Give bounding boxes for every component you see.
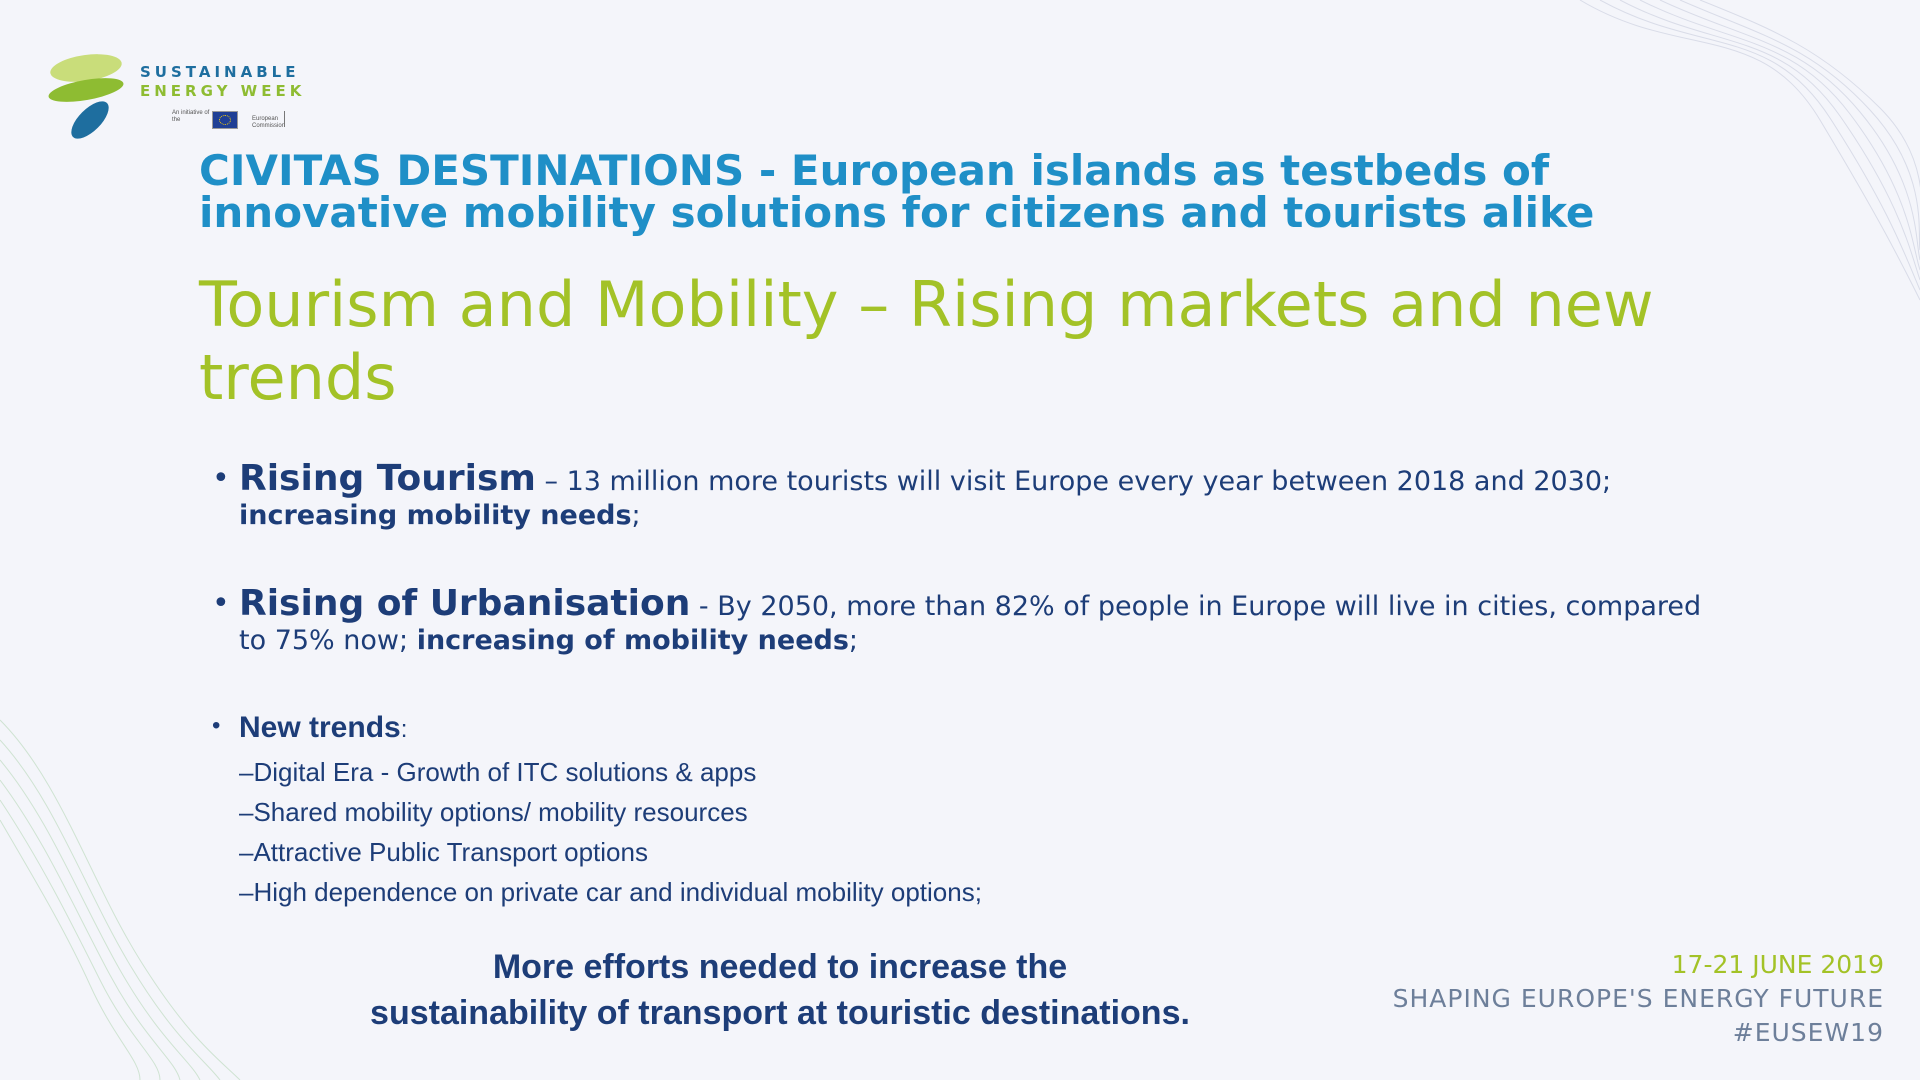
conclusion-line-2: sustainability of transport at touristic…	[370, 994, 1190, 1032]
event-hashtag: #EUSEW19	[1732, 1018, 1884, 1047]
conclusion-statement: More efforts needed to increase the sust…	[290, 944, 1270, 1036]
logo-line-2: ENERGY WEEK	[140, 82, 306, 100]
subtitle-line-2: trends	[199, 341, 397, 414]
logo-wordmark: SUSTAINABLE ENERGY WEEK	[140, 63, 305, 101]
bullet-heading: Rising of Urbanisation	[239, 583, 691, 624]
slide-subtitle: Tourism and Mobility – Rising markets an…	[199, 268, 1759, 414]
bullet-heading: Rising Tourism	[239, 458, 536, 499]
bullet-new-trends: • New trends: –Digital Era - Growth of I…	[212, 710, 1732, 912]
event-date: 17-21 JUNE 2019	[1671, 950, 1884, 979]
bullet-tail: ;	[631, 500, 641, 531]
trends-colon: :	[400, 716, 408, 743]
trends-sublist: –Digital Era - Growth of ITC solutions &…	[239, 752, 1732, 912]
eu-flag-icon	[212, 111, 238, 129]
trend-item: –High dependence on private car and indi…	[239, 877, 982, 907]
bullet-rising-urbanisation: • Rising of Urbanisation - By 2050, more…	[212, 586, 1732, 658]
bullet-body: - By 2050, more than 82% of people in Eu…	[239, 591, 1702, 656]
bullet-strong: increasing mobility needs	[239, 500, 632, 531]
bullet-tail: ;	[848, 625, 859, 656]
commission-label: European Commission	[252, 116, 286, 129]
bullet-rising-tourism: • Rising Tourism – 13 million more touri…	[212, 461, 1732, 533]
trend-item: –Attractive Public Transport options	[239, 837, 648, 867]
subtitle-line-1: Tourism and Mobility – Rising markets an…	[199, 268, 1654, 341]
bullet-strong: increasing of mobility needs	[416, 625, 849, 656]
event-footer: 17-21 JUNE 2019 SHAPING EUROPE'S ENERGY …	[1393, 948, 1884, 1050]
event-slogan: SHAPING EUROPE'S ENERGY FUTURE	[1392, 984, 1884, 1013]
trend-item: –Shared mobility options/ mobility resou…	[239, 797, 748, 827]
header-line-2: innovative mobility solutions for citize…	[199, 188, 1595, 237]
bullet-body: – 13 million more tourists will visit Eu…	[535, 466, 1612, 497]
bullet-dot: •	[212, 712, 221, 739]
header-line-1: CIVITAS DESTINATIONS - European islands …	[199, 146, 1550, 195]
conclusion-line-1: More efforts needed to increase the	[492, 948, 1068, 986]
bullet-dot: •	[212, 586, 230, 621]
logo-divider	[284, 111, 285, 127]
trends-heading: New trends	[239, 711, 401, 744]
sustainable-energy-week-logo	[48, 54, 124, 139]
bullet-dot: •	[212, 461, 230, 496]
logo-line-1: SUSTAINABLE	[140, 63, 300, 81]
trend-item: –Digital Era - Growth of ITC solutions &…	[239, 757, 757, 787]
bullet-list: • Rising Tourism – 13 million more touri…	[212, 461, 1732, 912]
slide-header: CIVITAS DESTINATIONS - European islands …	[199, 150, 1759, 234]
initiative-label: An initiative of the	[172, 110, 210, 123]
